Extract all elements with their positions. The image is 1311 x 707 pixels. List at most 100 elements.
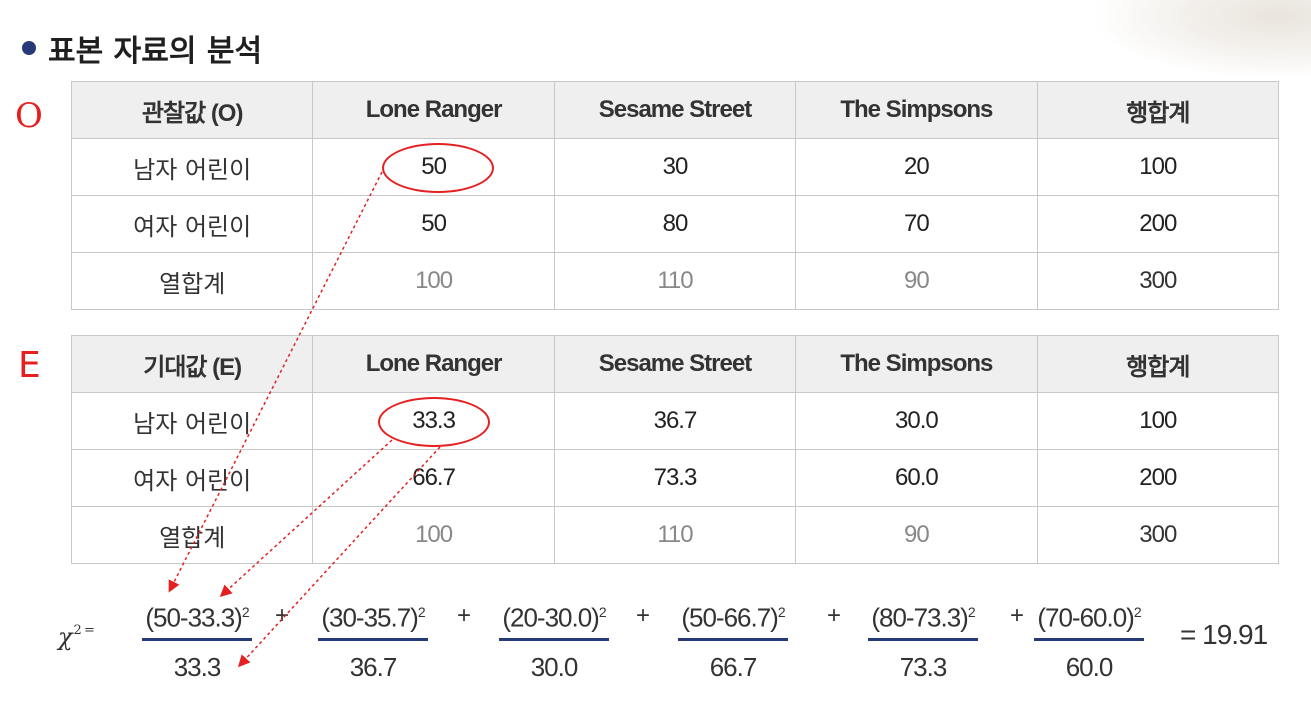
- fraction-term: (50-66.7)2 66.7: [678, 592, 788, 685]
- table-cell: 90: [795, 506, 1038, 564]
- table-cell: 100: [312, 252, 555, 310]
- table-cell: 100: [1036, 392, 1280, 450]
- header-cell: 기대값 (E): [70, 335, 314, 393]
- handwritten-e-mark: E: [18, 345, 41, 386]
- table-cell: 90: [795, 252, 1038, 310]
- plus-sign: +: [275, 602, 289, 629]
- header-cell: Sesame Street: [553, 81, 797, 139]
- chi-superscript: 2 =: [73, 623, 95, 638]
- table-cell: 200: [1036, 449, 1280, 507]
- table-cell: 100: [1036, 138, 1280, 196]
- table-cell: 110: [553, 252, 797, 310]
- row-label: 남자 어린이: [70, 392, 314, 450]
- chi-letter: χ: [58, 623, 73, 651]
- page-title-text: 표본 자료의 분석: [48, 34, 263, 69]
- table-cell: 66.7: [312, 449, 555, 507]
- plus-sign: +: [827, 602, 841, 629]
- table-cell: 36.7: [553, 392, 797, 450]
- fraction-numerator: (80-73.3)2: [868, 592, 978, 633]
- fraction-bar: [868, 638, 978, 641]
- fraction-bar: [1034, 638, 1144, 641]
- table-total-row: 열합계 100 110 90 300: [70, 252, 1280, 310]
- table-total-row: 열합계 100 110 90 300: [70, 506, 1280, 564]
- table-row: 여자 어린이 50 80 70 200: [70, 195, 1280, 253]
- row-label: 여자 어린이: [70, 195, 314, 253]
- handwritten-o-mark: O: [15, 96, 43, 136]
- fraction-term: (80-73.3)2 73.3: [868, 592, 978, 685]
- plus-sign: +: [636, 602, 650, 629]
- table-cell: 300: [1036, 252, 1280, 310]
- fraction-numerator: (20-30.0)2: [499, 592, 609, 633]
- table-cell: 73.3: [553, 449, 797, 507]
- table-row: 여자 어린이 66.7 73.3 60.0 200: [70, 449, 1280, 507]
- table-cell: 30.0: [795, 392, 1038, 450]
- table-cell: 80: [553, 195, 797, 253]
- numerator-text: (20-30.0): [502, 602, 599, 633]
- numerator-text: (50-66.7): [681, 602, 778, 633]
- fraction-denominator: 33.3: [173, 652, 222, 682]
- corner-decoration: [1091, 0, 1311, 80]
- table-row: 남자 어린이 33.3 36.7 30.0 100: [70, 392, 1280, 450]
- fraction-denominator: 60.0: [1065, 652, 1114, 682]
- numerator-text: (70-60.0): [1037, 602, 1134, 633]
- header-cell: 행합계: [1036, 335, 1280, 393]
- table-cell: 200: [1036, 195, 1280, 253]
- table-cell: 100: [312, 506, 555, 564]
- table-cell: 50: [312, 195, 555, 253]
- fraction-bar: [678, 638, 788, 641]
- table-cell: 30: [553, 138, 797, 196]
- row-label: 열합계: [70, 506, 314, 564]
- fraction-numerator: (70-60.0)2: [1034, 592, 1144, 633]
- header-cell: Sesame Street: [553, 335, 797, 393]
- highlight-circle-expected: [378, 397, 490, 447]
- fraction-bar: [142, 638, 252, 641]
- exponent: 2: [1133, 604, 1142, 620]
- table-cell: 20: [795, 138, 1038, 196]
- fraction-term: (50-33.3)2 33.3: [142, 592, 252, 685]
- exponent: 2: [967, 604, 976, 620]
- exponent: 2: [241, 604, 250, 620]
- table-header-row: 기대값 (E) Lone Ranger Sesame Street The Si…: [70, 335, 1280, 393]
- header-cell: Lone Ranger: [312, 335, 555, 393]
- formula-result: = 19.91: [1180, 619, 1268, 650]
- row-label: 남자 어린이: [70, 138, 314, 196]
- header-cell: 관찰값 (O): [70, 81, 314, 139]
- header-cell: Lone Ranger: [312, 81, 555, 139]
- exponent: 2: [777, 604, 786, 620]
- fraction-numerator: (50-66.7)2: [678, 592, 788, 633]
- fraction-term: (20-30.0)2 30.0: [499, 592, 609, 685]
- numerator-text: (50-33.3): [145, 602, 242, 633]
- fraction-bar: [318, 638, 428, 641]
- exponent: 2: [598, 604, 607, 620]
- fraction-numerator: (50-33.3)2: [142, 592, 252, 633]
- numerator-text: (80-73.3): [871, 602, 968, 633]
- page-title: 표본 자료의 분석: [22, 26, 262, 70]
- table-cell: 110: [553, 506, 797, 564]
- expected-table: 기대값 (E) Lone Ranger Sesame Street The Si…: [70, 335, 1280, 564]
- header-cell: The Simpsons: [795, 81, 1038, 139]
- table-cell: 60.0: [795, 449, 1038, 507]
- observed-table: 관찰값 (O) Lone Ranger Sesame Street The Si…: [70, 81, 1280, 310]
- fraction-bar: [499, 638, 609, 641]
- highlight-circle-observed: [382, 143, 494, 193]
- numerator-text: (30-35.7): [321, 602, 418, 633]
- header-cell: The Simpsons: [795, 335, 1038, 393]
- table-header-row: 관찰값 (O) Lone Ranger Sesame Street The Si…: [70, 81, 1280, 139]
- row-label: 여자 어린이: [70, 449, 314, 507]
- bullet-icon: [22, 41, 36, 55]
- fraction-denominator: 36.7: [349, 652, 398, 682]
- fraction-term: (30-35.7)2 36.7: [318, 592, 428, 685]
- exponent: 2: [417, 604, 426, 620]
- plus-sign: +: [457, 602, 471, 629]
- fraction-denominator: 66.7: [709, 652, 758, 682]
- table-cell: 300: [1036, 506, 1280, 564]
- header-cell: 행합계: [1036, 81, 1280, 139]
- row-label: 열합계: [70, 252, 314, 310]
- fraction-denominator: 73.3: [899, 652, 948, 682]
- fraction-term: (70-60.0)2 60.0: [1034, 592, 1144, 685]
- table-row: 남자 어린이 50 30 20 100: [70, 138, 1280, 196]
- plus-sign: +: [1010, 602, 1024, 629]
- table-cell: 70: [795, 195, 1038, 253]
